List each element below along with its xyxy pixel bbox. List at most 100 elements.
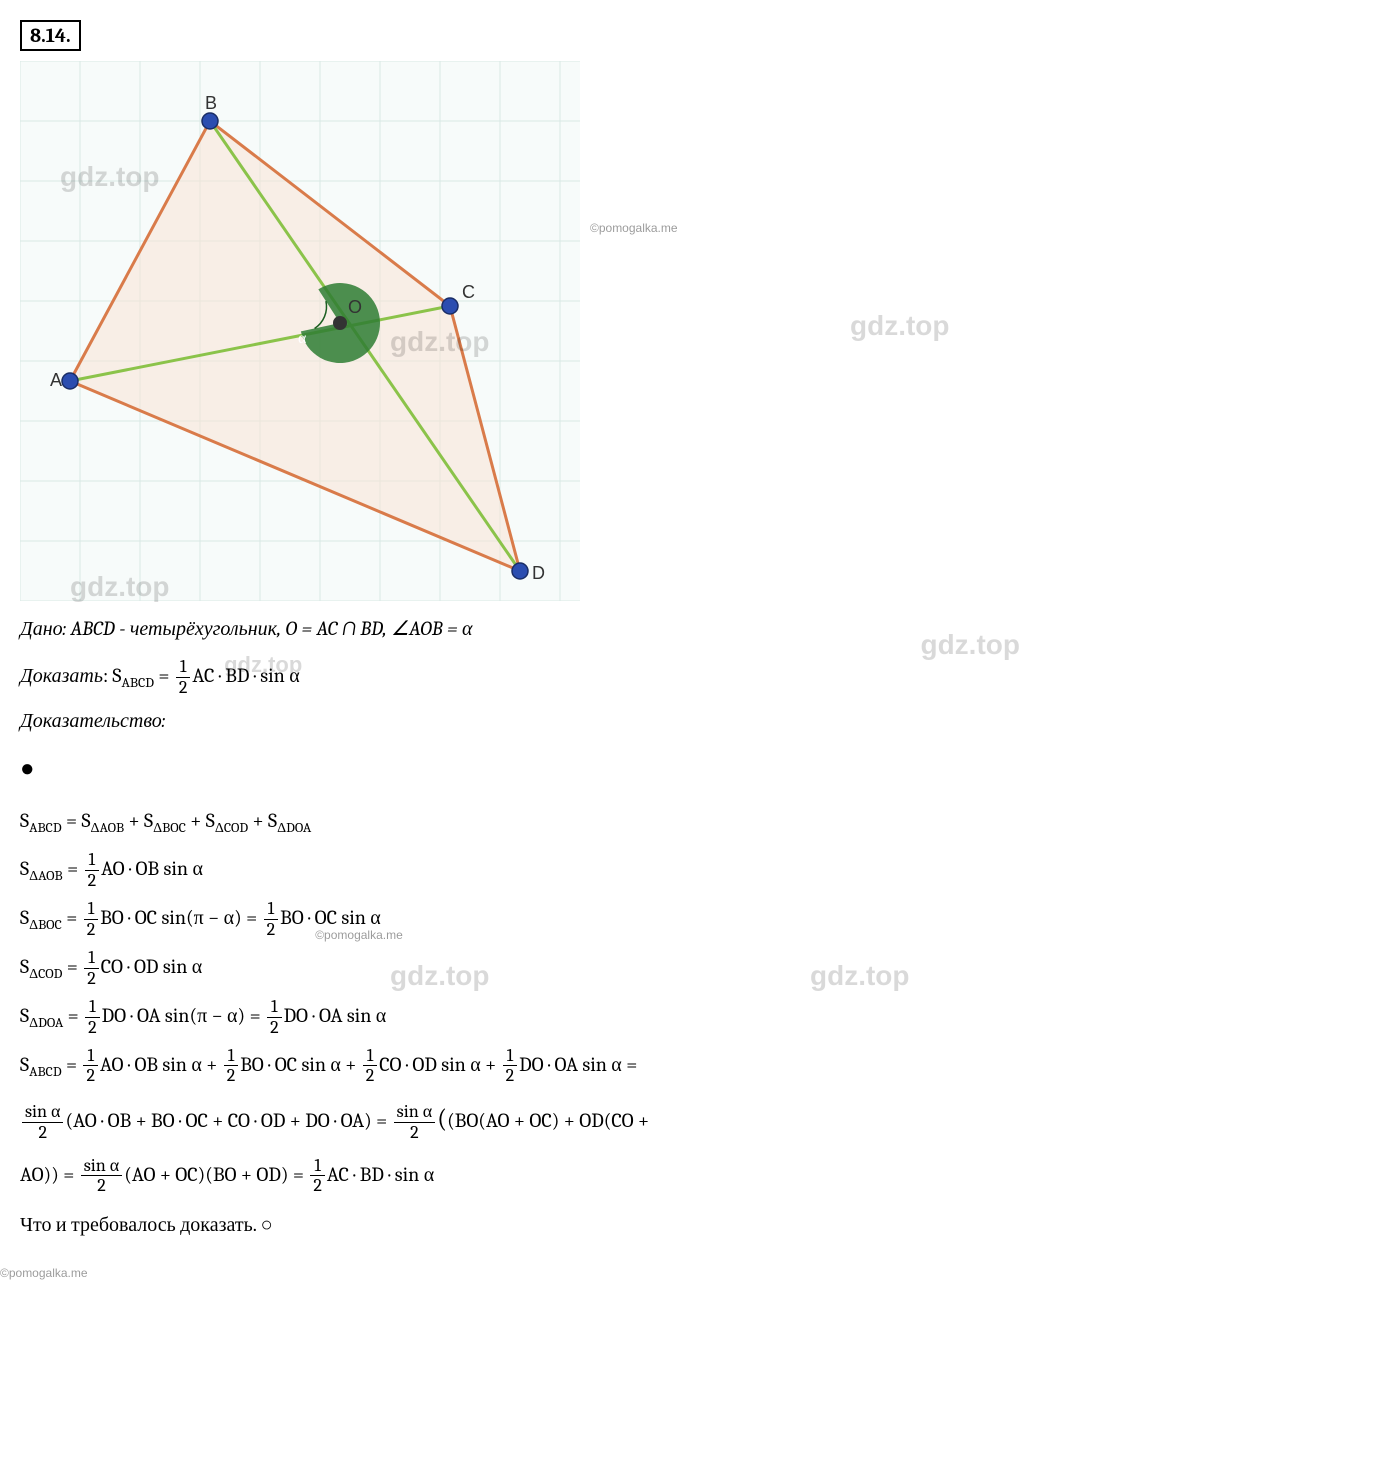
proof-label-line: Доказательство: xyxy=(20,703,1380,739)
math-text: AO · OB sin α xyxy=(101,857,203,880)
fraction-half: 12 xyxy=(84,948,99,989)
fraction-sina: sin α2 xyxy=(394,1102,435,1143)
watermark-text: ©pomogalka.me xyxy=(590,221,678,235)
frac-num: 1 xyxy=(84,948,99,969)
fraction-half: 12 xyxy=(267,997,282,1038)
math-text: BO · OC sin(π − α) = xyxy=(100,906,261,929)
math-sub: ΔDOA xyxy=(29,1014,63,1031)
svg-text:D: D xyxy=(532,563,545,583)
equation-line: SΔDOA = 12DO · OA sin(π − α) = 12DO · OA… xyxy=(20,994,1380,1039)
math-text: = xyxy=(63,1004,83,1027)
frac-num: 1 xyxy=(84,899,99,920)
diagram-svg: αABCDO xyxy=(20,61,580,601)
frac-num: 1 xyxy=(85,997,100,1018)
frac-num: sin α xyxy=(22,1102,63,1123)
fraction-half: 12 xyxy=(176,657,191,698)
frac-num: 1 xyxy=(363,1046,378,1067)
math-sub: ΔAOB xyxy=(29,867,63,884)
equation-line: AO)) = sin α2(AO + OC)(BO + OD) = 12AC ·… xyxy=(20,1153,1380,1197)
frac-den: 2 xyxy=(22,1123,63,1143)
frac-den: 2 xyxy=(394,1123,435,1143)
frac-den: 2 xyxy=(310,1176,325,1196)
math-text: BO · OC sin α + xyxy=(240,1053,361,1076)
frac-den: 2 xyxy=(176,678,191,698)
math-text: CO · OD sin α xyxy=(101,955,202,978)
math-text: = xyxy=(62,1053,82,1076)
watermark-text: ©pomogalka.me xyxy=(0,1266,88,1280)
prove-eq: = xyxy=(154,664,174,687)
frac-num: 1 xyxy=(310,1156,325,1177)
math-text: S xyxy=(20,1004,29,1027)
fraction-sina: sin α2 xyxy=(22,1102,63,1143)
math-text: DO · OA sin(π − α) = xyxy=(102,1004,265,1027)
geometry-diagram: αABCDO gdz.top gdz.top gdz.top ©pomogalk… xyxy=(20,61,580,601)
fraction-half: 12 xyxy=(264,899,279,940)
fraction-half: 12 xyxy=(85,850,100,891)
frac-den: 2 xyxy=(267,1018,282,1038)
proof-section: Дано: ABCD - четырёхугольник, O = AC ∩ B… xyxy=(20,611,1380,1279)
watermark-text: gdz.top xyxy=(850,310,950,342)
math-text: (AO · OB + BO · OC + CO · OD + DO · OA) … xyxy=(65,1109,391,1132)
math-text: S xyxy=(20,857,29,880)
fraction-half: 12 xyxy=(83,1046,98,1087)
math-sub: ABCD xyxy=(29,1063,62,1080)
fraction-half: 12 xyxy=(503,1046,518,1087)
prove-sub: ABCD xyxy=(121,674,154,691)
problem-number: 8.14. xyxy=(20,20,81,51)
frac-den: 2 xyxy=(503,1066,518,1086)
frac-den: 2 xyxy=(85,1018,100,1038)
frac-den: 2 xyxy=(224,1066,239,1086)
frac-den: 2 xyxy=(84,969,99,989)
frac-den: 2 xyxy=(363,1066,378,1086)
frac-num: 1 xyxy=(85,850,100,871)
frac-den: 2 xyxy=(81,1176,122,1196)
math-text: = xyxy=(62,955,82,978)
math-sub: ΔBOC xyxy=(29,916,62,933)
fraction-half: 12 xyxy=(84,899,99,940)
proof-label: Доказательство xyxy=(20,709,162,732)
frac-num: 1 xyxy=(176,657,191,678)
given-label: Дано xyxy=(20,617,63,640)
math-sub: ΔBOC xyxy=(153,819,186,836)
math-sub: ΔCOD xyxy=(29,965,62,982)
math-text: = xyxy=(63,857,83,880)
equation-line: SABCD = SΔAOB + SΔBOC + SΔCOD + SΔDOA xyxy=(20,799,1380,844)
math-sub: ΔDOA xyxy=(277,819,311,836)
math-text: S xyxy=(20,1053,29,1076)
math-text: = xyxy=(62,906,82,929)
math-text: BO · OC sin α xyxy=(280,906,381,929)
equation-line: SΔCOD = 12CO · OD sin α gdz.top gdz.top xyxy=(20,945,1380,990)
svg-text:A: A xyxy=(50,370,62,390)
math-sub: ABCD xyxy=(29,819,62,836)
proof-colon: : xyxy=(162,709,166,732)
equation-line: sin α2(AO · OB + BO · OC + CO · OD + DO … xyxy=(20,1091,1380,1148)
prove-line: Доказать: SABCD = 12AC · BD · sin α gdz.… xyxy=(20,651,1380,699)
math-text: (BO(AO + OC) + OD(CO + xyxy=(447,1109,649,1132)
watermark-text: ©pomogalka.me xyxy=(315,928,403,942)
fraction-half: 12 xyxy=(310,1156,325,1197)
frac-num: 1 xyxy=(503,1046,518,1067)
given-text: : ABCD - четырёхугольник, O = AC ∩ BD, ∠… xyxy=(63,617,473,640)
given-line: Дано: ABCD - четырёхугольник, O = AC ∩ B… xyxy=(20,611,1380,647)
math-text: CO · OD sin α + xyxy=(379,1053,500,1076)
equation-line: SΔBOC = 12BO · OC sin(π − α) = 12BO · OC… xyxy=(20,896,1380,941)
math-sub: ΔAOB xyxy=(91,819,125,836)
frac-num: 1 xyxy=(83,1046,98,1067)
frac-den: 2 xyxy=(85,871,100,891)
frac-num: sin α xyxy=(394,1102,435,1123)
svg-text:C: C xyxy=(462,282,475,302)
math-text: S xyxy=(20,809,29,832)
math-text: (AO + OC)(BO + OD) = xyxy=(124,1163,308,1186)
math-text: = S xyxy=(62,809,91,832)
bullet: ● xyxy=(20,747,1380,790)
math-text: DO · OA sin α = xyxy=(519,1053,637,1076)
math-text: S xyxy=(20,955,29,978)
prove-tail: AC · BD · sin α xyxy=(192,664,299,687)
svg-text:B: B xyxy=(205,93,217,113)
math-text: + S xyxy=(186,809,215,832)
math-text: DO · OA sin α xyxy=(284,1004,387,1027)
fraction-half: 12 xyxy=(224,1046,239,1087)
math-text: AO)) = xyxy=(20,1163,79,1186)
frac-num: 1 xyxy=(264,899,279,920)
frac-den: 2 xyxy=(264,920,279,940)
